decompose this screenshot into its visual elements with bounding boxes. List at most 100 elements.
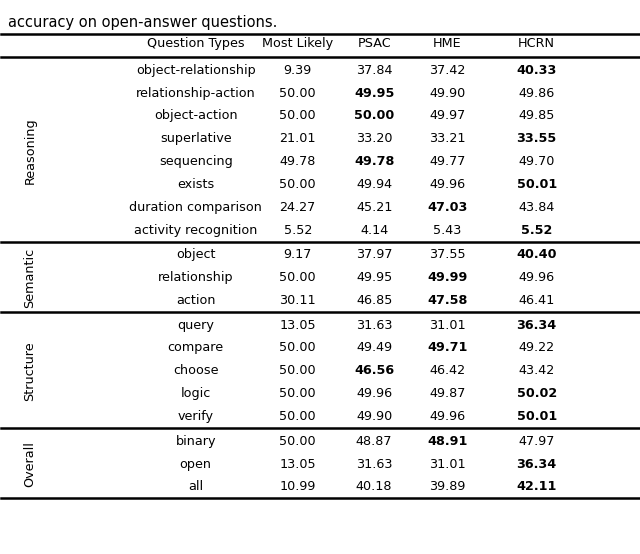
Text: 50.02: 50.02 <box>516 387 557 400</box>
Text: 37.97: 37.97 <box>356 248 392 261</box>
Text: relationship: relationship <box>158 271 234 284</box>
Text: 49.78: 49.78 <box>354 155 394 168</box>
Text: 48.91: 48.91 <box>428 435 468 448</box>
Text: object-relationship: object-relationship <box>136 64 255 76</box>
Text: 9.17: 9.17 <box>284 248 312 261</box>
Text: 49.77: 49.77 <box>429 155 466 168</box>
Text: PSAC: PSAC <box>357 37 391 50</box>
Text: 43.42: 43.42 <box>518 365 555 377</box>
Text: 37.42: 37.42 <box>429 64 466 76</box>
Text: 46.41: 46.41 <box>518 294 555 307</box>
Text: 40.40: 40.40 <box>516 248 557 261</box>
Text: 50.00: 50.00 <box>280 410 316 423</box>
Text: 45.21: 45.21 <box>356 201 392 214</box>
Text: 21.01: 21.01 <box>280 132 316 145</box>
Text: 40.33: 40.33 <box>516 64 557 76</box>
Text: 31.63: 31.63 <box>356 319 392 332</box>
Text: 10.99: 10.99 <box>280 480 316 494</box>
Text: 49.94: 49.94 <box>356 178 392 191</box>
Text: 5.52: 5.52 <box>521 224 552 237</box>
Text: compare: compare <box>168 341 224 355</box>
Text: relationship-action: relationship-action <box>136 86 255 100</box>
Text: Structure: Structure <box>24 341 36 401</box>
Text: sequencing: sequencing <box>159 155 232 168</box>
Text: 49.95: 49.95 <box>354 86 394 100</box>
Text: superlative: superlative <box>160 132 232 145</box>
Text: 36.34: 36.34 <box>516 458 557 470</box>
Text: object-action: object-action <box>154 109 237 122</box>
Text: binary: binary <box>175 435 216 448</box>
Text: 49.90: 49.90 <box>429 86 465 100</box>
Text: Question Types: Question Types <box>147 37 244 50</box>
Text: 50.00: 50.00 <box>280 109 316 122</box>
Text: 31.63: 31.63 <box>356 458 392 470</box>
Text: 49.85: 49.85 <box>518 109 555 122</box>
Text: all: all <box>188 480 204 494</box>
Text: 49.22: 49.22 <box>518 341 555 355</box>
Text: 50.00: 50.00 <box>280 387 316 400</box>
Text: accuracy on open-answer questions.: accuracy on open-answer questions. <box>8 15 277 30</box>
Text: 24.27: 24.27 <box>280 201 316 214</box>
Text: 5.43: 5.43 <box>433 224 461 237</box>
Text: verify: verify <box>178 410 214 423</box>
Text: choose: choose <box>173 365 218 377</box>
Text: 49.97: 49.97 <box>429 109 465 122</box>
Text: 49.96: 49.96 <box>429 410 465 423</box>
Text: 50.01: 50.01 <box>516 410 557 423</box>
Text: duration comparison: duration comparison <box>129 201 262 214</box>
Text: 33.21: 33.21 <box>429 132 466 145</box>
Text: action: action <box>176 294 216 307</box>
Text: 48.87: 48.87 <box>356 435 392 448</box>
Text: 37.55: 37.55 <box>429 248 466 261</box>
Text: 47.03: 47.03 <box>428 201 468 214</box>
Text: query: query <box>177 319 214 332</box>
Text: 50.00: 50.00 <box>354 109 394 122</box>
Text: 36.34: 36.34 <box>516 319 557 332</box>
Text: 49.96: 49.96 <box>356 387 392 400</box>
Text: 49.71: 49.71 <box>428 341 468 355</box>
Text: activity recognition: activity recognition <box>134 224 257 237</box>
Text: 49.78: 49.78 <box>280 155 316 168</box>
Text: 47.97: 47.97 <box>518 435 555 448</box>
Text: 50.01: 50.01 <box>516 178 557 191</box>
Text: 49.95: 49.95 <box>356 271 392 284</box>
Text: 31.01: 31.01 <box>429 319 466 332</box>
Text: HCRN: HCRN <box>518 37 555 50</box>
Text: 46.56: 46.56 <box>354 365 394 377</box>
Text: 43.84: 43.84 <box>518 201 555 214</box>
Text: 4.14: 4.14 <box>360 224 388 237</box>
Text: open: open <box>180 458 212 470</box>
Text: 13.05: 13.05 <box>280 319 316 332</box>
Text: 49.49: 49.49 <box>356 341 392 355</box>
Text: 49.96: 49.96 <box>429 178 465 191</box>
Text: 46.85: 46.85 <box>356 294 392 307</box>
Text: 42.11: 42.11 <box>516 480 557 494</box>
Text: 49.99: 49.99 <box>428 271 468 284</box>
Text: 39.89: 39.89 <box>429 480 466 494</box>
Text: 49.70: 49.70 <box>518 155 555 168</box>
Text: HME: HME <box>433 37 461 50</box>
Text: 31.01: 31.01 <box>429 458 466 470</box>
Text: 46.42: 46.42 <box>429 365 465 377</box>
Text: Overall: Overall <box>24 441 36 487</box>
Text: 49.96: 49.96 <box>518 271 555 284</box>
Text: 13.05: 13.05 <box>280 458 316 470</box>
Text: Semantic: Semantic <box>24 248 36 308</box>
Text: 50.00: 50.00 <box>280 271 316 284</box>
Text: object: object <box>176 248 216 261</box>
Text: Reasoning: Reasoning <box>24 117 36 183</box>
Text: 49.90: 49.90 <box>356 410 392 423</box>
Text: 50.00: 50.00 <box>280 365 316 377</box>
Text: 47.58: 47.58 <box>428 294 468 307</box>
Text: 50.00: 50.00 <box>280 435 316 448</box>
Text: 37.84: 37.84 <box>356 64 392 76</box>
Text: 50.00: 50.00 <box>280 341 316 355</box>
Text: 50.00: 50.00 <box>280 86 316 100</box>
Text: 30.11: 30.11 <box>280 294 316 307</box>
Text: exists: exists <box>177 178 214 191</box>
Text: 9.39: 9.39 <box>284 64 312 76</box>
Text: 40.18: 40.18 <box>356 480 392 494</box>
Text: 49.87: 49.87 <box>429 387 466 400</box>
Text: 33.20: 33.20 <box>356 132 392 145</box>
Text: 5.52: 5.52 <box>284 224 312 237</box>
